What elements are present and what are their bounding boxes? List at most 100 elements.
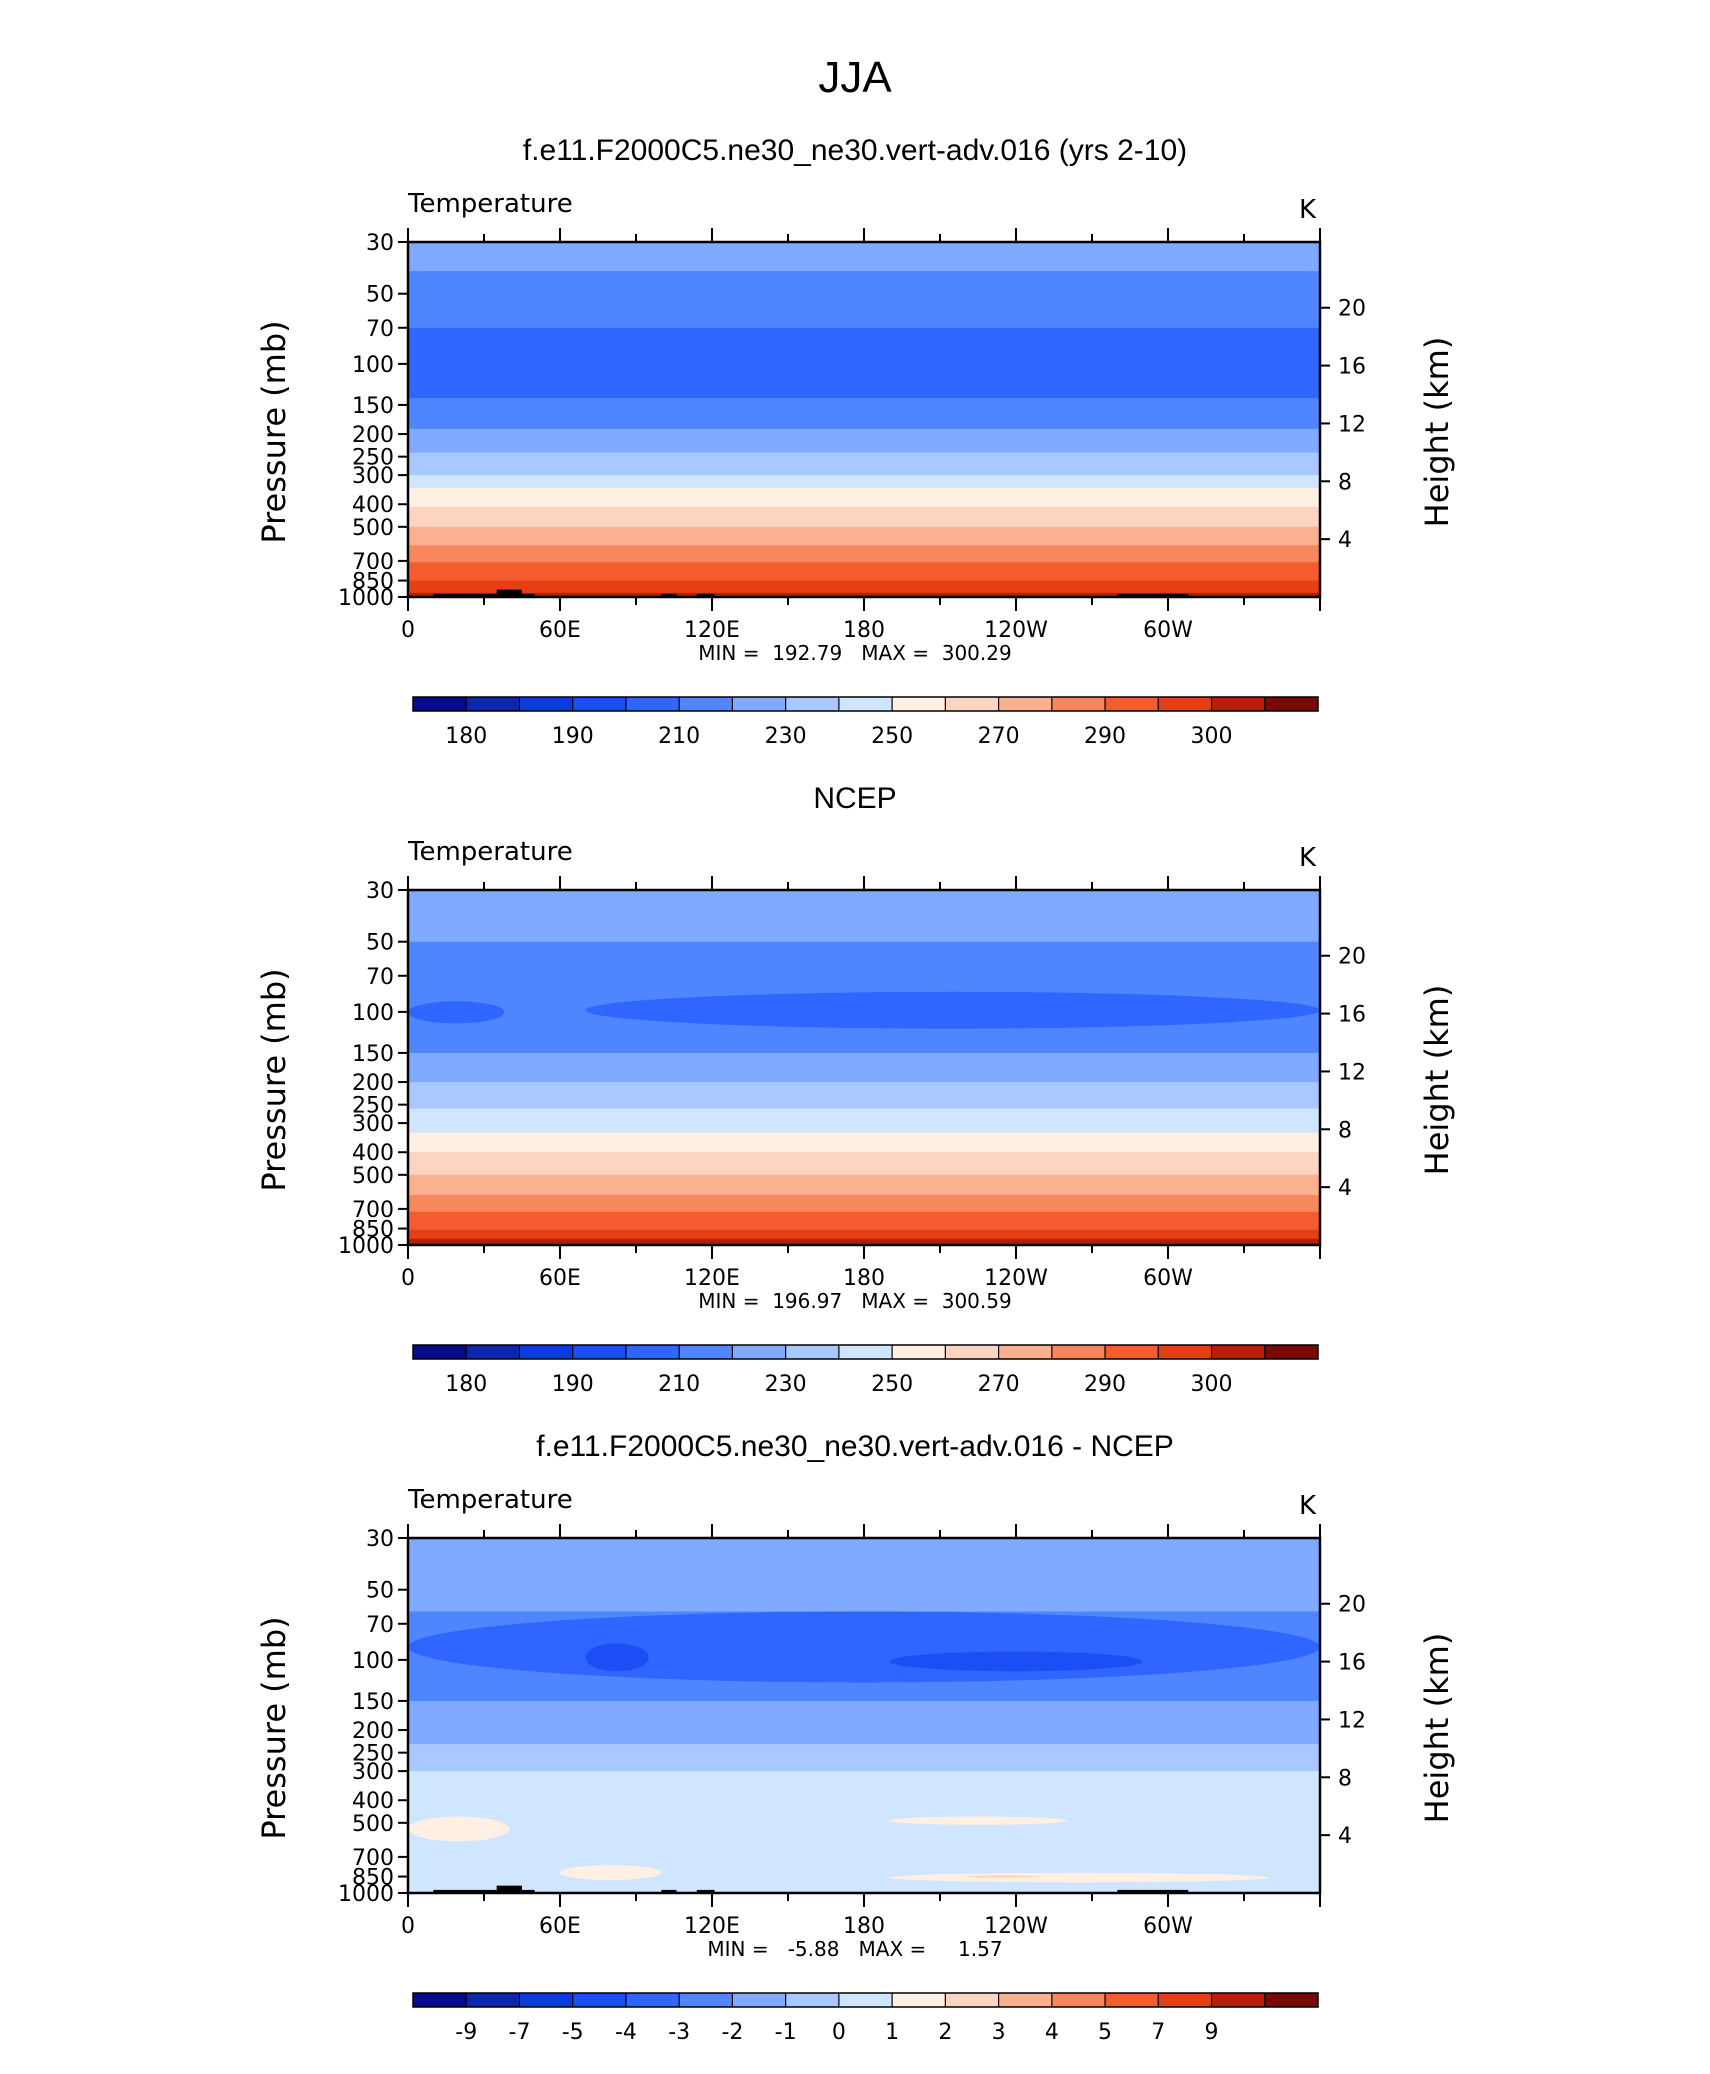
colorbar-swatch [625,1345,680,1359]
pressure-tick-label: 1000 [338,1234,394,1259]
lon-tick-label: 0 [401,1266,415,1291]
pressure-tick-label: 300 [352,464,394,489]
pressure-tick-label: 150 [352,1042,394,1067]
topography-mask [661,593,677,597]
pressure-tick-label: 50 [366,931,394,956]
y-axis-right-title: Height (km) [1418,985,1456,1176]
colorbar-label: 2 [938,2020,952,2045]
pressure-tick-label: 250 [352,446,394,471]
colorbar-swatch [732,1345,787,1359]
pressure-tick-label: 50 [366,283,394,308]
colorbar-swatch [1264,1993,1319,2007]
units-label: K [1299,1491,1317,1521]
colorbar-label: -7 [509,2020,531,2045]
contour-field [408,242,1320,597]
y-axis-title: Pressure (mb) [255,320,293,543]
pressure-tick-label: 200 [352,1071,394,1096]
colorbar-label: 4 [1045,2020,1059,2045]
contour-band [408,1174,1320,1196]
height-tick-label: 4 [1338,1176,1352,1201]
page-title: JJA [818,53,892,102]
colorbar-label: 180 [445,724,487,749]
contour-band [408,1229,1320,1240]
colorbar-label: 300 [1191,724,1233,749]
contour-field [408,890,1320,1245]
lon-tick-label: 60E [539,618,581,643]
colorbar-swatch [413,697,467,711]
colorbar-swatch [892,697,946,711]
pressure-tick-label: 500 [352,516,394,541]
min-max-stats: MIN = 192.79 MAX = 300.29 [698,641,1011,665]
contour-region [408,1001,505,1024]
height-tick-label: 16 [1338,355,1366,380]
colorbar-swatch [732,697,787,711]
colorbar-swatch [413,1993,467,2007]
colorbar-swatch [892,1345,946,1359]
colorbar-swatch [1211,1993,1266,2007]
pressure-tick-label: 150 [352,1690,394,1715]
contour-band [408,1700,1320,1745]
pressure-tick-label: 850 [352,1218,394,1243]
colorbar-frame [412,696,1319,712]
contour-band [408,1744,1320,1772]
colorbar-swatch [1051,1345,1106,1359]
contour-band [408,475,1320,489]
topography-mask [1117,593,1189,597]
colorbar-label: 5 [1098,2020,1112,2045]
contour-band [408,1132,1320,1153]
contour-band [408,327,1320,399]
colorbar-label: 270 [978,724,1020,749]
pressure-tick-label: 250 [352,1094,394,1119]
lon-tick-label: 120E [684,1266,740,1291]
colorbar-swatch [679,1993,733,2007]
topography-mask [522,1889,535,1893]
colorbar-swatch [1158,1345,1213,1359]
colorbar-swatch [838,697,893,711]
colorbar-label: 270 [978,1372,1020,1397]
contour-band [408,890,1320,943]
contour-region [965,1875,1042,1878]
lon-tick-label: 120E [684,1914,740,1939]
height-tick-label: 12 [1338,1060,1366,1085]
topography-mask [433,593,497,597]
lon-tick-label: 120W [984,618,1048,643]
panel-3: f.e11.F2000C5.ne30_ne30.vert-adv.016 - N… [255,1430,1456,2045]
pressure-tick-label: 500 [352,1164,394,1189]
colorbar-swatch [679,1345,733,1359]
pressure-tick-label: 400 [352,493,394,518]
colorbar-swatch [679,697,733,711]
pressure-tick-label: 70 [366,1613,394,1638]
height-tick-label: 20 [1338,1593,1366,1618]
pressure-tick-label: 100 [352,353,394,378]
contour-region [560,1865,662,1881]
pressure-tick-label: 100 [352,1001,394,1026]
pressure-tick-label: 30 [366,1527,394,1552]
colorbar-swatch [998,1993,1053,2007]
colorbar-swatch [1051,697,1106,711]
height-tick-label: 20 [1338,945,1366,970]
contour-band [408,1108,1320,1134]
contour-band [408,562,1320,582]
colorbar-swatch [785,1345,840,1359]
colorbar-label: 300 [1191,1372,1233,1397]
colorbar-swatch [1158,1993,1213,2007]
lon-tick-label: 0 [401,1914,415,1939]
panel-title: NCEP [813,782,896,815]
contour-field [408,1538,1320,1893]
colorbar-swatch [519,1993,574,2007]
colorbar-swatch [1105,1993,1159,2007]
y-axis-right-title: Height (km) [1418,1633,1456,1824]
topography-mask [696,593,715,597]
pressure-tick-label: 1000 [338,1882,394,1907]
topography-mask [1117,1889,1189,1893]
colorbar-label: 210 [658,1372,700,1397]
pressure-tick-label: 100 [352,1649,394,1674]
pressure-tick-label: 400 [352,1789,394,1814]
contour-band [408,1238,1320,1245]
contour-band [408,1538,1320,1612]
colorbar-swatch [519,697,574,711]
topography-mask [433,1889,497,1893]
colorbar-label: 7 [1151,2020,1165,2045]
colorbar-label: -2 [721,2020,743,2045]
